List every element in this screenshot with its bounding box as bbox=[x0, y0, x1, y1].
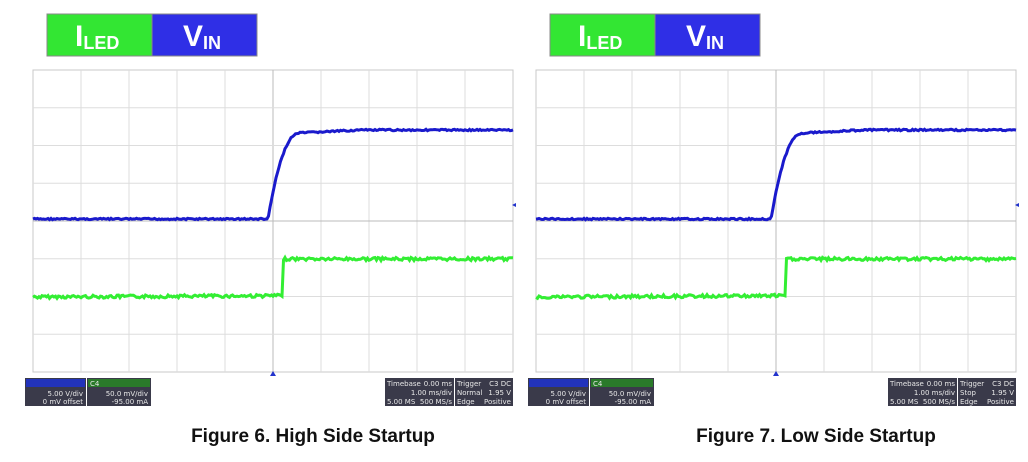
caption: Figure 7. Low Side Startup bbox=[696, 426, 936, 447]
timebase-delay: 0.00 ms bbox=[927, 380, 956, 388]
caption: Figure 6. High Side Startup bbox=[191, 426, 435, 447]
subscript: LED bbox=[586, 33, 622, 53]
subscript: IN bbox=[203, 33, 221, 53]
trigger-marker bbox=[270, 371, 276, 376]
trigger-source: C3 DC bbox=[992, 380, 1014, 388]
iled-trace bbox=[32, 254, 514, 301]
trigger-mode: Stop bbox=[960, 389, 976, 397]
ch4-name: C4 bbox=[90, 380, 100, 388]
trigger-mode: Normal bbox=[457, 389, 482, 397]
subscript: LED bbox=[83, 33, 119, 53]
trigger-box bbox=[455, 378, 513, 406]
legend-current bbox=[549, 13, 656, 57]
vin-trace bbox=[32, 127, 514, 222]
ch4-offset: -95.00 mA bbox=[112, 398, 149, 406]
ch4-scale: 50.0 mV/div bbox=[609, 390, 651, 398]
samples: 5.00 MS bbox=[890, 398, 919, 406]
timebase-box bbox=[385, 378, 454, 406]
rate: 500 MS/s bbox=[923, 398, 955, 406]
timebase-label: Timebase bbox=[386, 380, 421, 388]
ch4-header bbox=[88, 379, 150, 387]
ch4-offset: -95.00 mA bbox=[615, 398, 652, 406]
ch4-name: C4 bbox=[593, 380, 603, 388]
legend-voltage bbox=[151, 13, 258, 57]
ch3-header bbox=[529, 379, 588, 387]
timebase-scale: 1.00 ms/div bbox=[411, 389, 452, 397]
level-marker bbox=[512, 203, 516, 207]
samples: 5.00 MS bbox=[387, 398, 416, 406]
iled-trace bbox=[535, 255, 1017, 301]
ch4-header bbox=[591, 379, 653, 387]
legend-current bbox=[46, 13, 153, 57]
timebase-box bbox=[888, 378, 957, 406]
trigger-type: Edge bbox=[457, 398, 475, 406]
legend-current-label: ILED bbox=[75, 20, 119, 53]
trigger-level: 1.95 V bbox=[991, 389, 1014, 397]
trigger-label: Trigger bbox=[456, 380, 481, 388]
ch3-scale: 5.00 V/div bbox=[551, 390, 587, 398]
legend-voltage-label: VIN bbox=[183, 20, 221, 53]
trigger-marker bbox=[773, 371, 779, 376]
trigger-source: C3 DC bbox=[489, 380, 511, 388]
timebase-scale: 1.00 ms/div bbox=[914, 389, 955, 397]
vin-trace bbox=[535, 127, 1017, 222]
trigger-slope: Positive bbox=[484, 398, 511, 406]
symbol: V bbox=[183, 20, 203, 53]
timebase-delay: 0.00 ms bbox=[424, 380, 453, 388]
legend-voltage-label: VIN bbox=[686, 20, 724, 53]
symbol: I bbox=[75, 20, 83, 53]
symbol: I bbox=[578, 20, 586, 53]
trigger-box bbox=[958, 378, 1016, 406]
ch3-header bbox=[26, 379, 85, 387]
legend-voltage bbox=[654, 13, 761, 57]
trigger-slope: Positive bbox=[987, 398, 1014, 406]
trigger-type: Edge bbox=[960, 398, 978, 406]
ch4-scale: 50.0 mV/div bbox=[106, 390, 148, 398]
symbol: V bbox=[686, 20, 706, 53]
trigger-label: Trigger bbox=[959, 380, 984, 388]
subscript: IN bbox=[706, 33, 724, 53]
rate: 500 MS/s bbox=[420, 398, 452, 406]
level-marker bbox=[1015, 203, 1019, 207]
trigger-level: 1.95 V bbox=[488, 389, 511, 397]
legend-current-label: ILED bbox=[578, 20, 622, 53]
timebase-label: Timebase bbox=[889, 380, 924, 388]
ch3-scale: 5.00 V/div bbox=[48, 390, 84, 398]
ch3-offset: 0 mV offset bbox=[43, 398, 84, 406]
ch3-offset: 0 mV offset bbox=[546, 398, 587, 406]
